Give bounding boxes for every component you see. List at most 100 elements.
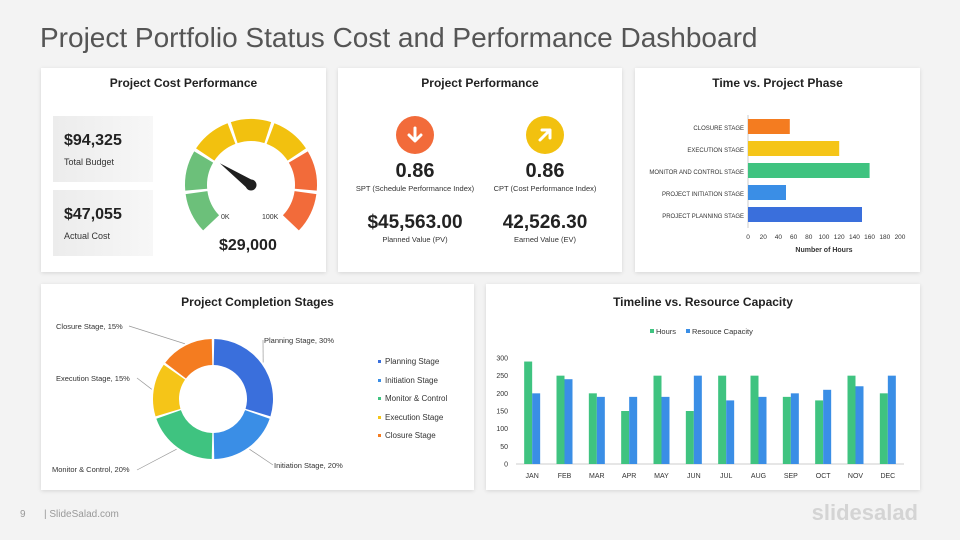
completion-donut-chart: Planning Stage, 30% Initiation Stage, 20%…	[52, 322, 343, 474]
category-label: EXECUTION STAGE	[687, 148, 744, 154]
leader-line	[128, 325, 185, 345]
x-tick-label: JUL	[720, 473, 733, 480]
arrow-down-icon	[396, 116, 434, 154]
gauge-segment	[185, 191, 220, 231]
x-tick-label: 60	[790, 234, 798, 241]
category-label: PROJECT PLANNING STAGE	[662, 214, 744, 220]
total-budget-box: $94,325 Total Budget	[53, 116, 153, 182]
y-tick-label: 300	[496, 356, 508, 363]
cost-performance-card: Project Cost Performance $94,325 Total B…	[41, 68, 326, 272]
spi-label: SPT (Schedule Performance Index)	[355, 184, 475, 193]
legend-item: Monitor & Control	[378, 394, 447, 403]
cpi-label: CPT (Cost Performance Index)	[493, 184, 597, 193]
bar	[790, 393, 799, 464]
bar	[748, 185, 786, 200]
donut-slice	[213, 339, 273, 417]
timeline-capacity-chart: 0 50 100 150 200 250 300 JAN FEB MAR APR MAY JUN JUL A…	[496, 327, 904, 480]
gauge-segment	[282, 191, 317, 231]
bar	[596, 396, 605, 464]
gauge-segment	[185, 151, 214, 191]
bar	[726, 400, 735, 464]
category-label: PROJECT INITIATION STAGE	[662, 192, 744, 198]
bar	[815, 400, 824, 464]
bar	[748, 141, 840, 156]
cost-gauge: 0K 100K	[185, 119, 317, 231]
x-axis-label: Number of Hours	[795, 247, 852, 254]
legend-label: Hours	[656, 327, 676, 336]
actual-cost-box: $47,055 Actual Cost	[53, 190, 153, 256]
legend-swatch	[378, 378, 381, 382]
legend-label: Resouce Capacity	[692, 327, 753, 336]
bar	[556, 375, 565, 464]
donut-slice	[156, 410, 213, 459]
legend-label: Planning Stage	[385, 357, 440, 366]
completion-stages-title: Project Completion Stages	[181, 295, 334, 309]
timeline-capacity-card: Timeline vs. Resource Capacity 0 50 100 150…	[486, 284, 920, 490]
actual-cost-label: Actual Cost	[64, 231, 111, 241]
completion-stages-card: Project Completion Stages Planning Stage…	[41, 284, 474, 490]
legend-label: Closure Stage	[385, 431, 436, 440]
bar	[661, 396, 670, 464]
legend-swatch	[378, 397, 381, 401]
bar	[748, 119, 790, 134]
x-tick-label: MAY	[654, 473, 669, 480]
slice-data-label: Initiation Stage, 20%	[274, 461, 343, 470]
footer-text: | SlideSalad.com	[44, 509, 119, 520]
gauge-segment	[288, 151, 317, 191]
gauge-needle-hub	[245, 179, 257, 191]
time-phase-title: Time vs. Project Phase	[712, 76, 843, 90]
x-tick-label: 120	[834, 234, 845, 241]
slice-data-label: Monitor & Control, 20%	[52, 465, 130, 474]
project-performance-card: Project Performance 0.86 SPT (Schedule P…	[338, 68, 622, 272]
cost-performance-title: Project Cost Performance	[109, 76, 258, 90]
total-budget-value: $94,325	[64, 132, 122, 149]
x-tick-label: 80	[805, 234, 813, 241]
gauge-segment	[196, 123, 236, 161]
project-performance-title: Project Performance	[421, 76, 539, 90]
slice-data-label: Planning Stage, 30%	[264, 336, 334, 345]
gauge-value: $29,000	[219, 237, 277, 254]
legend-swatch	[378, 434, 381, 438]
slice-data-label: Closure Stage, 15%	[56, 322, 123, 331]
leader-line	[249, 448, 274, 466]
gauge-segment	[266, 123, 306, 161]
planned-value: $45,563.00	[367, 212, 463, 233]
earned-value: 42,526.30	[502, 212, 588, 233]
leader-line	[136, 448, 177, 471]
bar	[653, 375, 662, 464]
x-tick-label: 0	[746, 234, 750, 241]
timeline-capacity-title: Timeline vs. Resource Capacity	[613, 295, 793, 309]
x-tick-label: NOV	[848, 473, 864, 480]
donut-slice	[153, 364, 186, 417]
bar	[693, 375, 702, 464]
spi-value: 0.86	[395, 160, 435, 182]
x-tick-label: DEC	[880, 473, 895, 480]
gauge-min-label: 0K	[221, 214, 230, 221]
bar	[748, 207, 862, 222]
legend-label: Execution Stage	[385, 412, 444, 422]
bar	[823, 389, 832, 464]
bar	[748, 163, 870, 178]
bar	[879, 393, 888, 464]
bar	[750, 375, 759, 464]
x-tick-label: 140	[849, 234, 860, 241]
x-tick-label: 40	[775, 234, 783, 241]
x-tick-label: 200	[895, 234, 906, 241]
planned-value-label: Planned Value (PV)	[382, 235, 448, 244]
x-tick-label: 160	[864, 234, 875, 241]
y-tick-label: 150	[496, 409, 508, 416]
x-tick-label: 20	[760, 234, 768, 241]
page-number: 9	[20, 509, 26, 520]
bar	[621, 411, 630, 464]
legend-swatch	[378, 360, 381, 364]
total-budget-label: Total Budget	[64, 157, 115, 167]
bar	[588, 393, 597, 464]
legend-item: Initiation Stage	[378, 376, 438, 385]
legend-label: Initiation Stage	[385, 375, 438, 385]
bar	[855, 386, 864, 464]
y-tick-label: 0	[504, 462, 508, 469]
bar	[847, 375, 856, 464]
bar	[524, 361, 533, 464]
bar	[629, 396, 638, 464]
bar	[887, 375, 896, 464]
